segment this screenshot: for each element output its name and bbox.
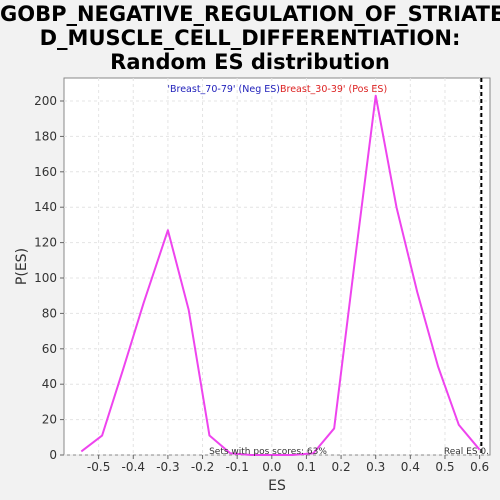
y-tick-label: 180 (34, 129, 57, 143)
y-tick-label: 120 (34, 236, 57, 250)
x-tick-label: 0.2 (332, 460, 351, 474)
x-axis-label: ES (268, 478, 286, 494)
legend-neg-label: 'Breast_70-79' (Neg ES) (167, 84, 280, 95)
x-tick-label: 0.3 (366, 460, 385, 474)
x-tick-label: -0.3 (156, 460, 179, 474)
legend-pos-label: Breast_30-39' (Pos ES) (280, 84, 387, 95)
y-tick-label: 20 (42, 413, 57, 427)
pos-scores-annotation: Sets with pos scores: 63% (209, 447, 327, 457)
y-tick-label: 100 (34, 271, 57, 285)
y-tick-label: 60 (42, 342, 57, 356)
y-axis-ticks: 0 20 40 60 80 100 120 140 160 180 200 (34, 94, 64, 462)
y-tick-label: 40 (42, 377, 57, 391)
chart-title: GOBP_NEGATIVE_REGULATION_OF_STRIATE D_MU… (0, 2, 500, 74)
y-axis-label: P(ES) (14, 248, 30, 285)
x-tick-label: -0.4 (122, 460, 145, 474)
x-tick-label: 0.4 (401, 460, 420, 474)
title-line-3: Random ES distribution (110, 50, 390, 74)
x-tick-label: -0.1 (225, 460, 248, 474)
y-tick-label: 80 (42, 306, 57, 320)
x-tick-label: -0.5 (87, 460, 110, 474)
y-tick-label: 200 (34, 94, 57, 108)
series-layer (80, 94, 481, 456)
x-tick-label: -0.2 (191, 460, 214, 474)
y-tick-label: 160 (34, 165, 57, 179)
x-tick-label: 0.0 (262, 460, 281, 474)
x-tick-label: 0.6 (470, 460, 489, 474)
y-tick-label: 0 (49, 448, 57, 462)
grid-lines (64, 78, 490, 456)
title-line-2: D_MUSCLE_CELL_DIFFERENTIATION: (39, 26, 461, 50)
x-axis-ticks: -0.5 -0.4 -0.3 -0.2 -0.1 0.0 0.1 0.2 0.3 0.4 0.5 0.… (87, 455, 489, 474)
real-es-annotation: Real ES 0. (444, 447, 489, 457)
x-tick-label: 0.5 (435, 460, 454, 474)
plot-area (63, 77, 491, 456)
y-tick-label: 140 (34, 200, 57, 214)
es-distribution-line (80, 94, 481, 456)
title-line-1: GOBP_NEGATIVE_REGULATION_OF_STRIATE (0, 2, 500, 26)
x-tick-label: 0.1 (297, 460, 316, 474)
